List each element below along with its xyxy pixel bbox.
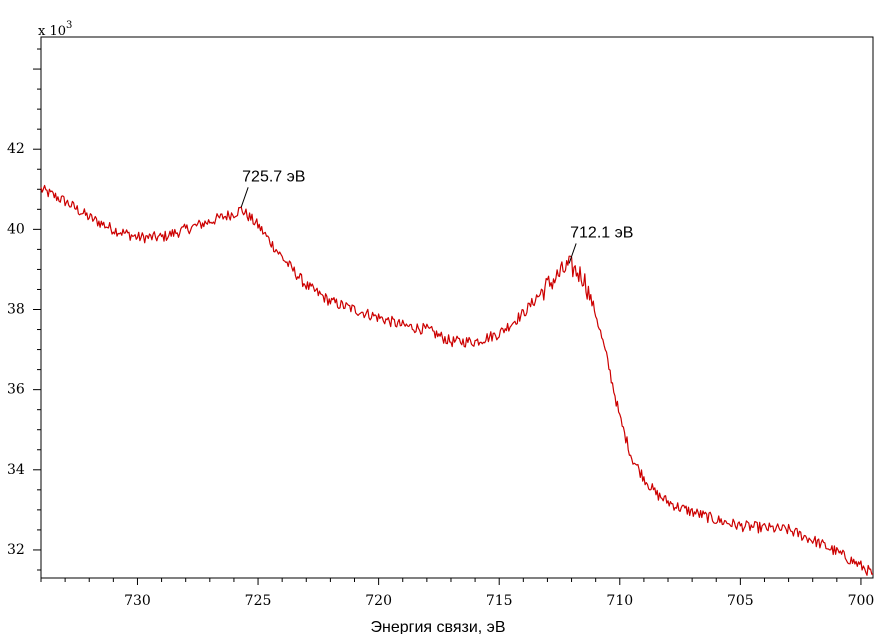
y-scale-label: x 103 — [38, 20, 72, 39]
y-tick-label: 40 — [7, 221, 25, 237]
x-tick-label: 705 — [727, 593, 754, 609]
plot-frame — [40, 36, 874, 579]
y-tick-label: 42 — [7, 141, 25, 157]
x-tick-label: 730 — [124, 593, 151, 609]
y-tick-label: 38 — [7, 302, 25, 318]
y-axis: 32 34 36 38 40 42 — [7, 48, 41, 571]
x-tick-label: 700 — [848, 593, 875, 609]
series-line-0 — [40, 184, 874, 576]
plot-border — [40, 36, 874, 579]
x-axis-title: Энергия связи, эВ — [371, 619, 506, 634]
x-tick-label: 715 — [486, 593, 513, 609]
annotation-label-1: 712.1 эВ — [570, 224, 633, 241]
x-tick-label: 720 — [365, 593, 392, 609]
annotation-leader-0 — [240, 187, 249, 208]
annotation-leader-1 — [568, 243, 577, 264]
annotations: 725.7 эВ 712.1 эВ — [240, 168, 633, 264]
y-tick-label: 32 — [7, 542, 25, 558]
x-axis: 730 725 720 715 710 705 700 — [40, 578, 875, 609]
annotation-label-0: 725.7 эВ — [242, 168, 305, 185]
x-tick-label: 710 — [606, 593, 633, 609]
x-tick-label: 725 — [245, 593, 272, 609]
y-tick-label: 34 — [7, 462, 25, 478]
y-tick-label: 36 — [7, 382, 25, 398]
series-layer — [40, 184, 874, 576]
